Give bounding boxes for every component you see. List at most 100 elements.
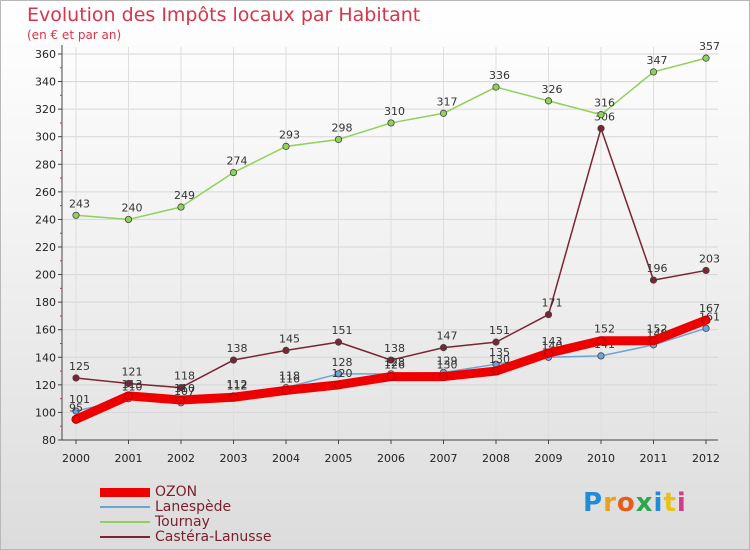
x-tick-label: 2002 — [167, 452, 195, 465]
x-tick-label: 2004 — [272, 452, 300, 465]
data-point — [229, 392, 238, 402]
data-label: 203 — [699, 252, 720, 265]
logo-letter: x — [635, 488, 654, 518]
data-label: 317 — [437, 95, 458, 108]
x-tick-label: 2005 — [325, 452, 353, 465]
data-label: 113 — [122, 378, 143, 391]
data-label: 151 — [332, 324, 353, 337]
y-tick-label: 140 — [35, 351, 56, 364]
legend-label: Lanespède — [155, 499, 232, 515]
chart-legend: OZON Lanespède Tournay Castéra-Lanusse — [100, 484, 400, 545]
data-point — [649, 336, 658, 346]
data-point — [439, 372, 448, 381]
legend-label: Castéra-Lanusse — [155, 529, 272, 545]
logo-letter: t — [663, 488, 677, 518]
data-point — [492, 83, 500, 91]
data-point — [124, 379, 133, 388]
y-tick-label: 360 — [35, 48, 56, 61]
y-tick-label: 280 — [35, 158, 56, 171]
data-point — [124, 391, 133, 401]
y-tick-label: 240 — [35, 213, 56, 226]
data-point — [439, 109, 448, 117]
legend-swatch — [100, 521, 150, 523]
x-tick-label: 2007 — [430, 452, 458, 465]
data-point — [544, 97, 553, 105]
logo-letter: i — [653, 488, 664, 518]
data-label: 293 — [279, 128, 300, 141]
data-label: 167 — [699, 302, 720, 315]
data-point — [597, 111, 605, 119]
logo-letter: r — [603, 488, 617, 518]
data-label: 152 — [647, 323, 668, 336]
data-point — [387, 119, 395, 127]
y-tick-label: 340 — [35, 76, 56, 89]
data-point — [334, 370, 343, 378]
data-label: 107 — [174, 385, 195, 398]
data-point — [282, 346, 290, 354]
data-point — [72, 211, 80, 219]
data-label: 135 — [489, 346, 510, 359]
data-point — [71, 414, 81, 424]
y-tick-label: 160 — [35, 324, 56, 337]
y-tick-label: 260 — [35, 186, 56, 199]
data-label: 145 — [279, 332, 300, 345]
data-point — [334, 135, 343, 144]
data-label: 243 — [69, 197, 90, 210]
data-label: 138 — [384, 342, 405, 355]
data-label: 336 — [489, 69, 510, 82]
data-point — [649, 68, 658, 76]
logo-letter: i — [676, 488, 687, 518]
data-label: 120 — [332, 367, 353, 380]
data-label: 298 — [332, 121, 353, 134]
data-point — [72, 374, 80, 382]
proxiti-logo: Proxiti — [583, 488, 687, 518]
data-point — [386, 372, 396, 381]
data-point — [72, 407, 80, 415]
data-point — [229, 168, 238, 177]
legend-label: Tournay — [155, 514, 210, 530]
data-point — [544, 310, 553, 319]
data-point — [334, 338, 343, 346]
data-label: 152 — [594, 323, 615, 336]
data-label: 326 — [542, 83, 563, 96]
data-point — [387, 356, 395, 364]
data-label: 130 — [489, 353, 510, 366]
x-tick-label: 2008 — [482, 452, 510, 465]
data-point — [177, 203, 185, 211]
y-tick-label: 320 — [35, 103, 56, 116]
logo-letter: P — [583, 488, 604, 518]
legend-swatch — [100, 536, 150, 538]
data-point — [177, 384, 185, 392]
data-label: 171 — [542, 297, 563, 310]
data-label: 151 — [489, 324, 510, 337]
data-label: 110 — [174, 382, 195, 395]
data-label: 310 — [384, 105, 405, 118]
data-label: 130 — [437, 359, 458, 372]
legend-item: Castéra-Lanusse — [100, 529, 400, 545]
data-point — [176, 395, 186, 405]
data-label: 138 — [227, 342, 248, 355]
data-point — [701, 315, 711, 325]
y-tick-label: 300 — [35, 131, 56, 144]
y-tick-label: 180 — [35, 296, 56, 309]
data-label: 196 — [647, 262, 668, 275]
legend-swatch — [100, 506, 150, 508]
data-label: 143 — [542, 335, 563, 348]
y-tick-label: 80 — [42, 434, 56, 447]
data-label: 95 — [69, 401, 83, 414]
legend-swatch — [100, 487, 150, 497]
data-point — [282, 142, 290, 150]
legend-item: Lanespède — [100, 499, 400, 515]
data-point — [702, 54, 710, 62]
y-tick-label: 220 — [35, 241, 56, 254]
data-label: 112 — [227, 379, 248, 392]
data-label: 128 — [384, 356, 405, 369]
data-point — [702, 324, 710, 332]
data-label: 112 — [227, 378, 248, 391]
data-point — [702, 266, 710, 275]
data-point — [491, 366, 501, 376]
y-tick-label: 200 — [35, 269, 56, 282]
data-point — [596, 336, 606, 346]
data-label: 347 — [647, 54, 668, 67]
